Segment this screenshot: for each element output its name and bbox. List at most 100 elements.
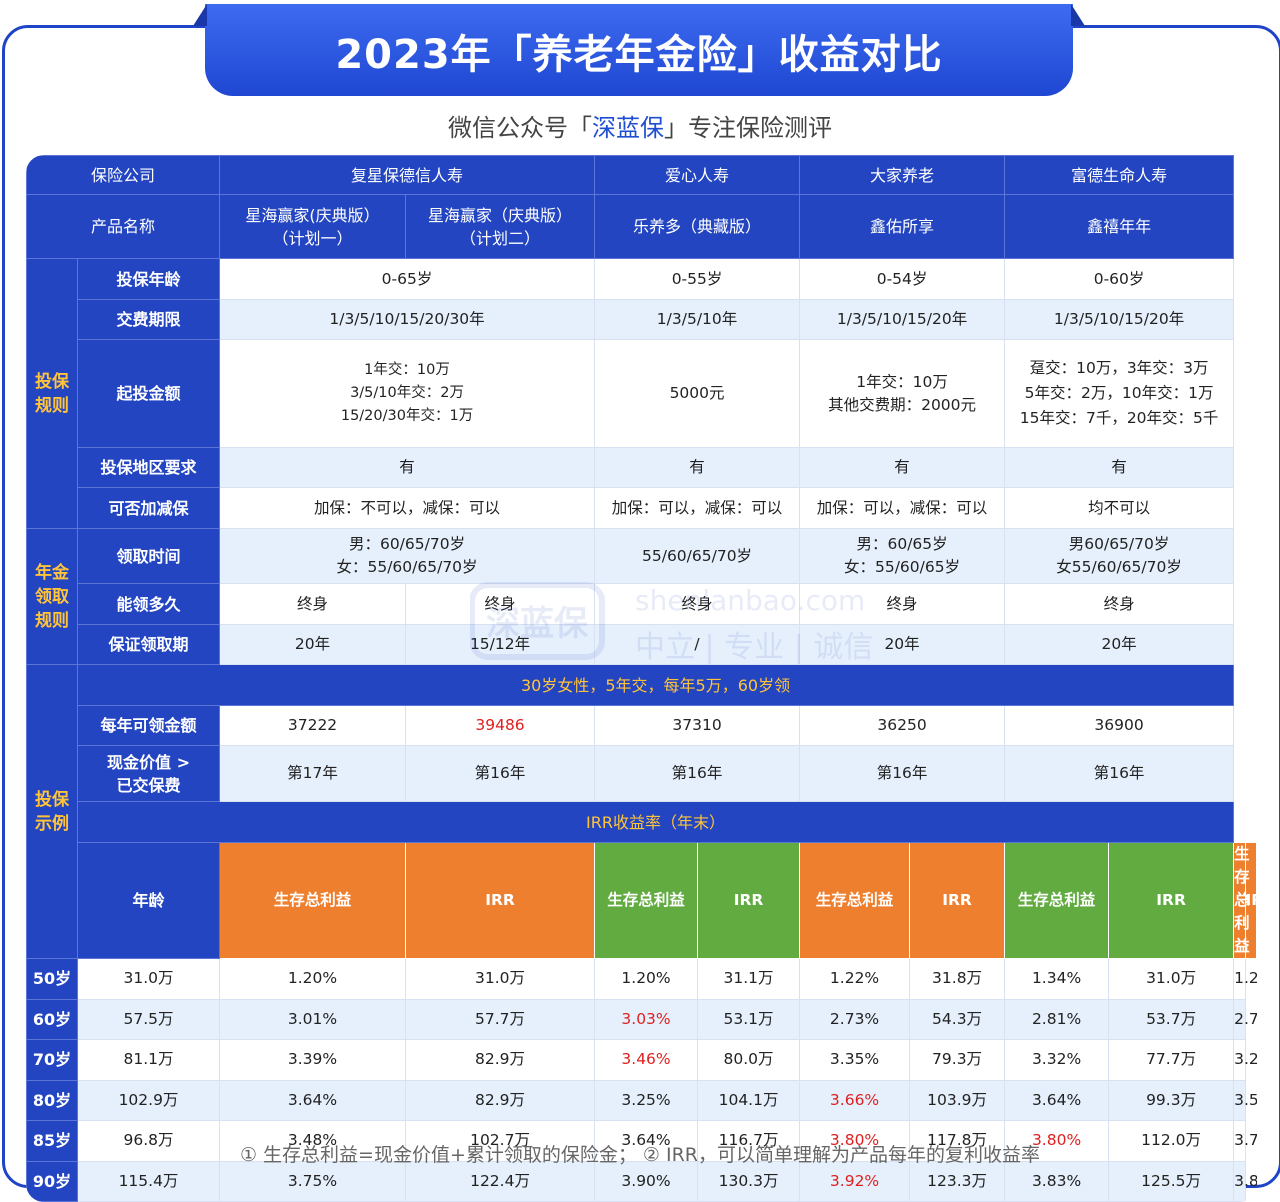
product-1: 星海赢家(庆典版） （计划一） (219, 194, 407, 259)
irr-cell: 2.81% (1004, 998, 1110, 1040)
title-banner (205, 4, 1073, 96)
cell: 1/3/5/10年 (594, 299, 801, 340)
company-2: 爱心人寿 (594, 155, 801, 195)
cell: 男60/65/70岁 女55/60/65/70岁 (1004, 528, 1235, 584)
cell: 加保：可以，减保：可以 (799, 487, 1006, 529)
benefit-cell: 53.1万 (697, 998, 801, 1040)
cell: 0-65岁 (219, 258, 596, 300)
benefit-cell: 112.0万 (1108, 1120, 1235, 1162)
product-4: 鑫佑所享 (799, 194, 1006, 259)
cell: 55/60/65/70岁 (594, 528, 801, 584)
row-label: 起投金额 (76, 339, 221, 448)
footnote: ① 生存总利益=现金价值+累计领取的保险金； ② IRR，可以简单理解为产品每年… (239, 1144, 1041, 1166)
benefit-cell: 31.8万 (909, 958, 1006, 1000)
cell: 5000元 (594, 339, 801, 448)
table-row: 现金价值 > 已交保费 第17年 第16年 第16年 第16年 第16年 (27, 745, 1257, 802)
section-rules: 投保 规则 (26, 258, 78, 529)
irr-title: IRR收益率（年末） (76, 801, 1235, 843)
benefit-cell: 81.1万 (76, 1039, 221, 1081)
irr-cell: 1.22% (799, 958, 911, 1000)
irr-title-row: IRR收益率（年末） (27, 801, 1257, 843)
age-cell: 50岁 (26, 958, 78, 1000)
product-3: 乐养多（典藏版） (594, 194, 801, 259)
irr-cell: 1.20% (219, 958, 407, 1000)
irr-cell: 3.80% (799, 1120, 911, 1162)
age-cell: 80岁 (26, 1079, 78, 1121)
cell: 终身 (799, 583, 1006, 625)
cell: / (594, 624, 801, 665)
irr-row: 70岁 81.1万 3.39% 82.9万 3.46% 80.0万 3.35% 79.3万 3.… (26, 1039, 1257, 1081)
product-label: 产品名称 (26, 194, 221, 259)
benefit-header: 生存总利益 (594, 842, 699, 959)
benefit-cell: 57.5万 (76, 998, 221, 1040)
table-row: 投保地区要求 有 有 有 有 (27, 447, 1257, 488)
age-label: 年龄 (76, 842, 221, 959)
cell: 终身 (594, 583, 801, 625)
cell: 1/3/5/10/15/20/30年 (219, 299, 596, 340)
irr-cell: 3.80% (1004, 1120, 1110, 1162)
benefit-cell: 53.7万 (1108, 998, 1235, 1040)
irr-cell: 1.20% (594, 958, 699, 1000)
irr-cell: 3.66% (799, 1079, 911, 1121)
row-label: 领取时间 (76, 528, 221, 584)
benefit-header: 生存总利益 (1004, 842, 1110, 959)
benefit-cell: 82.9万 (405, 1039, 596, 1081)
cell: 20年 (799, 624, 1006, 665)
benefit-cell: 125.5万 (1108, 1160, 1235, 1202)
irr-cell: 3.92% (799, 1160, 911, 1202)
irr-cell: 3.32% (1004, 1039, 1110, 1081)
cell: 1年交：10万 3/5/10年交：2万 15/20/30年交：1万 (219, 339, 596, 448)
product-row: 产品名称 星海赢家(庆典版） （计划一） 星海赢家（庆典版） （计划二） 乐养多（典… (26, 194, 1257, 259)
benefit-cell: 96.8万 (76, 1120, 221, 1162)
table-row: 保证领取期 20年 15/12年 / 20年 20年 (27, 624, 1257, 665)
irr-header: IRR (405, 842, 596, 959)
benefit-cell: 104.1万 (697, 1079, 801, 1121)
irr-header: IRR (1108, 842, 1235, 959)
row-label: 每年可领金额 (76, 705, 221, 746)
cell: 终身 (219, 583, 407, 625)
table-row: 每年可领金额 37222 39486 37310 36250 36900 (27, 705, 1257, 746)
cell: 男：60/65/70岁 女：55/60/65/70岁 (219, 528, 596, 584)
cell: 有 (1004, 447, 1235, 488)
cell: 1/3/5/10/15/20年 (1004, 299, 1235, 340)
age-cell: 90岁 (26, 1160, 78, 1202)
cell: 加保：可以，减保：可以 (594, 487, 801, 529)
company-4: 富德生命人寿 (1004, 155, 1235, 195)
irr-cell: 3.01% (219, 998, 407, 1040)
cell: 第16年 (799, 745, 1006, 802)
company-label: 保险公司 (26, 155, 221, 195)
irr-header: IRR (697, 842, 801, 959)
cell: 0-55岁 (594, 258, 801, 300)
table-row: 起投金额 1年交：10万 3/5/10年交：2万 15/20/30年交：1万 500… (27, 339, 1257, 448)
company-3: 大家养老 (799, 155, 1006, 195)
company-1: 复星保德信人寿 (219, 155, 596, 195)
benefit-cell: 57.7万 (405, 998, 596, 1040)
irr-cell: 3.46% (594, 1039, 699, 1081)
benefit-cell: 31.0万 (405, 958, 596, 1000)
irr-row: 60岁 57.5万 3.01% 57.7万 3.03% 53.1万 2.73% 54.3万 2.… (26, 998, 1257, 1040)
cell: 15/12年 (405, 624, 596, 665)
benefit-cell: 115.4万 (76, 1160, 221, 1202)
irr-cell: 3.25% (594, 1079, 699, 1121)
cell: 终身 (405, 583, 596, 625)
product-5: 鑫禧年年 (1004, 194, 1235, 259)
irr-row: 80岁 102.9万 3.64% 82.9万 3.25% 104.1万 3.66% 103.9… (26, 1079, 1257, 1121)
irr-cell: 1.21% (1233, 958, 1257, 1000)
benefit-cell: 82.9万 (405, 1079, 596, 1121)
cell: 20年 (219, 624, 407, 665)
irr-cell: 2.73% (799, 998, 911, 1040)
benefit-cell: 54.3万 (909, 998, 1006, 1040)
irr-header-row: 年龄 生存总利益 IRR 生存总利益 IRR 生存总利益 IRR 生存总利益 I… (27, 842, 1257, 959)
subtitle-suffix: 」专注保险测评 (664, 114, 832, 142)
benefit-cell: 77.7万 (1108, 1039, 1235, 1081)
cell: 1年交：10万 其他交费期：2000元 (799, 339, 1006, 448)
benefit-header: 生存总利益 (1233, 842, 1250, 959)
irr-row: 50岁 31.0万 1.20% 31.0万 1.20% 31.1万 1.22% 31.8万 1.… (26, 958, 1257, 1000)
row-label: 可否加减保 (76, 487, 221, 529)
scenario-row: 投保 示例 30岁女性，5年交，每年5万，60岁领 (26, 664, 1257, 959)
benefit-cell: 130.3万 (697, 1160, 801, 1202)
cell: 趸交：10万，3年交：3万 5年交：2万，10年交：1万 15年交：7千，20年交：… (1004, 339, 1235, 448)
cell: 36900 (1004, 705, 1235, 746)
age-cell: 85岁 (26, 1120, 78, 1162)
cell: 36250 (799, 705, 1006, 746)
